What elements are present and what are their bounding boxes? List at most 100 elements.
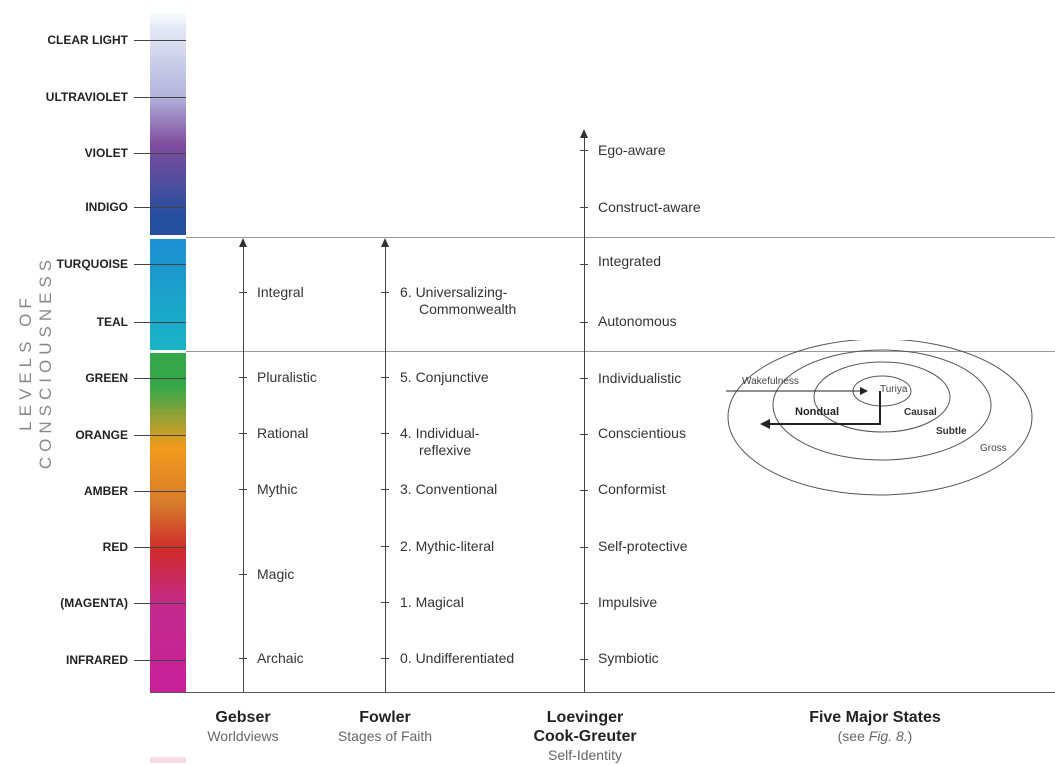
loevinger-tick (580, 603, 588, 604)
gebser-stage: Archaic (257, 650, 304, 666)
gebser-axis (243, 246, 244, 692)
states-subheading: (see Fig. 8.) (775, 728, 975, 745)
separator-line-lower (186, 351, 1055, 352)
gebser-stage: Mythic (257, 481, 298, 497)
level-tick (134, 97, 186, 98)
gebser-heading: Gebser (215, 709, 271, 726)
level-label-teal: TEAL (96, 315, 128, 329)
level-label-green: GREEN (85, 371, 128, 385)
gebser-stage: Integral (257, 284, 304, 300)
gebser-tick (239, 377, 247, 378)
level-label-ultraviolet: ULTRAVIOLET (45, 90, 128, 104)
level-label-red: RED (102, 540, 128, 554)
loevinger-stage: Self-protective (598, 538, 688, 554)
gebser-subheading: Worldviews (207, 728, 279, 744)
loevinger-tick (580, 434, 588, 435)
fowler-subheading: Stages of Faith (337, 728, 433, 744)
level-tick (134, 435, 186, 436)
level-label-magenta: (MAGENTA) (60, 596, 128, 610)
states-sub-prefix: (see (837, 728, 869, 744)
states-ellipses (726, 340, 1033, 496)
nondual-arrow-line (768, 391, 881, 425)
level-tick (134, 603, 186, 604)
label-wakefulness: Wakefulness (742, 376, 799, 387)
fowler-stage: 6. Universalizing- Commonwealth (400, 284, 516, 318)
loevinger-stage: Ego-aware (598, 142, 666, 158)
level-tick (134, 322, 186, 323)
color-spectrum-bar (150, 10, 186, 692)
level-label-violet: VIOLET (84, 146, 128, 160)
ellipse-causal (813, 361, 951, 433)
fowler-stage: 4. Individual- reflexive (400, 425, 479, 459)
levels-of-consciousness-title: LEVELS OF CONSCIOUSNESS (16, 254, 55, 470)
loevinger-axis (584, 137, 585, 692)
fowler-tick (381, 377, 389, 378)
states-sub-suffix: ) (907, 728, 913, 744)
loevinger-subheading: Self-Identity (548, 747, 622, 763)
spectrum-middle (150, 239, 186, 350)
level-tick (134, 547, 186, 548)
loevinger-stage: Conformist (598, 481, 666, 497)
level-label-infrared: INFRARED (66, 653, 128, 667)
level-tick (134, 153, 186, 154)
arrow-up-icon (381, 238, 389, 247)
fowler-heading: Fowler (359, 709, 411, 726)
level-label-indigo: INDIGO (85, 200, 128, 214)
loevinger-tick (580, 207, 588, 208)
gebser-tick (239, 574, 247, 575)
label-gross: Gross (980, 443, 1007, 454)
level-label-clear-light: CLEAR LIGHT (47, 33, 128, 47)
loevinger-tick (580, 659, 588, 660)
loevinger-stage: Individualistic (598, 370, 682, 386)
level-tick (134, 264, 186, 265)
states-heading: Five Major States (809, 709, 941, 726)
label-causal: Causal (904, 407, 937, 418)
gebser-tick (239, 489, 247, 490)
fowler-tick (381, 433, 389, 434)
spectrum-lower (150, 353, 186, 692)
loevinger-heading: Loevinger (546, 709, 624, 726)
separator-line-upper (186, 237, 1055, 238)
fowler-stage-line: reflexive (419, 442, 472, 458)
gebser-stage: Pluralistic (257, 369, 317, 385)
fowler-stage: 2. Mythic-literal (400, 538, 495, 554)
cook-greuter-heading: Cook-Greuter (533, 728, 637, 745)
loevinger-stage: Conscientious (598, 425, 686, 441)
fowler-stage: 0. Undifferentiated (400, 650, 515, 666)
fowler-tick (381, 602, 389, 603)
fowler-stage-line: Commonwealth (419, 301, 517, 317)
arrow-right-icon (860, 387, 868, 395)
arrow-left-icon (760, 419, 770, 429)
label-nondual: Nondual (795, 406, 839, 418)
arrow-up-icon (239, 238, 247, 247)
loevinger-tick (580, 322, 588, 323)
fowler-tick (381, 489, 389, 490)
ellipse-gross (727, 340, 1033, 496)
spectrum-upper (150, 10, 186, 235)
loevinger-stage: Integrated (598, 253, 662, 269)
level-label-turquoise: TURQUOISE (56, 257, 128, 271)
level-tick (134, 491, 186, 492)
loevinger-stage: Impulsive (598, 594, 658, 610)
gebser-tick (239, 292, 247, 293)
fowler-tick (381, 658, 389, 659)
bar-footer-mark (150, 757, 186, 763)
loevinger-tick (580, 264, 588, 265)
states-sub-fig: Fig. 8. (868, 728, 908, 744)
level-tick (134, 40, 186, 41)
loevinger-stage: Autonomous (598, 313, 677, 329)
loevinger-tick (580, 547, 588, 548)
ellipse-subtle (772, 349, 992, 461)
loevinger-tick (580, 150, 588, 151)
fowler-stage-line: 4. Individual- (400, 425, 480, 441)
fowler-stage: 1. Magical (400, 594, 464, 610)
level-label-amber: AMBER (84, 484, 128, 498)
fowler-stage-line: 6. Universalizing- (400, 284, 508, 300)
loevinger-tick (580, 490, 588, 491)
level-tick (134, 660, 186, 661)
loevinger-stage: Symbiotic (598, 650, 659, 666)
level-label-orange: ORANGE (75, 428, 128, 442)
baseline-line (150, 692, 1055, 693)
level-tick (134, 207, 186, 208)
